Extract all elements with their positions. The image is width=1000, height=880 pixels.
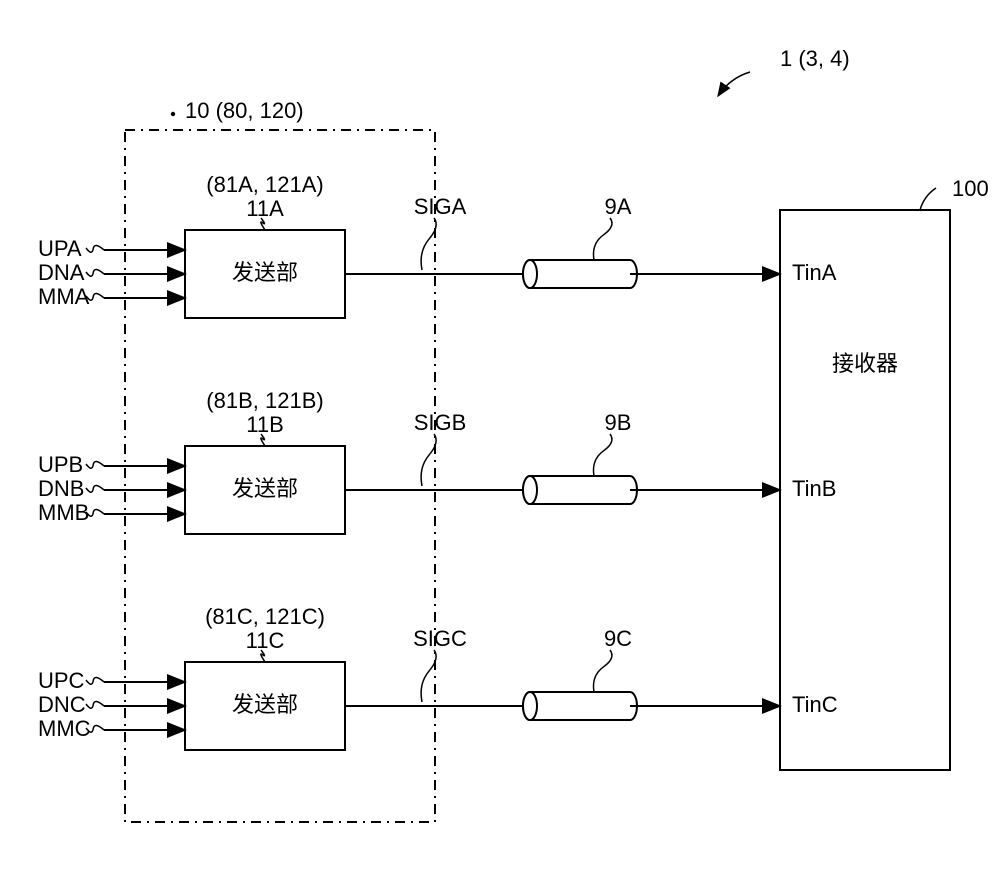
block-diagram: 1 (3, 4) 10 (80, 120) 接收器 100 发送部 (81A, 121A)… [0, 0, 1000, 880]
svg-text:1 (3, 4): 1 (3, 4) [780, 46, 850, 71]
svg-text:(81B, 121B): (81B, 121B) [206, 388, 323, 413]
svg-text:9A: 9A [605, 194, 632, 219]
svg-text:TinA: TinA [792, 260, 837, 285]
svg-text:TinC: TinC [792, 692, 838, 717]
svg-text:9C: 9C [604, 626, 632, 651]
svg-text:SIGC: SIGC [413, 626, 467, 651]
svg-text:DNC: DNC [38, 692, 86, 717]
svg-text:100: 100 [952, 176, 989, 201]
svg-text:UPA: UPA [38, 236, 82, 261]
svg-text:发送部: 发送部 [232, 476, 298, 501]
svg-text:SIGB: SIGB [414, 410, 467, 435]
svg-text:发送部: 发送部 [232, 260, 298, 285]
svg-text:(81A, 121A): (81A, 121A) [206, 172, 323, 197]
svg-text:10 (80, 120): 10 (80, 120) [185, 98, 304, 123]
svg-text:MMC: MMC [38, 716, 91, 741]
svg-text:11A: 11A [246, 196, 284, 221]
svg-text:UPB: UPB [38, 452, 83, 477]
svg-text:MMB: MMB [38, 500, 89, 525]
svg-text:DNA: DNA [38, 260, 85, 285]
svg-text:接收器: 接收器 [832, 351, 898, 376]
svg-text:UPC: UPC [38, 668, 85, 693]
svg-text:(81C, 121C): (81C, 121C) [205, 604, 325, 629]
svg-text:11C: 11C [246, 628, 285, 653]
svg-text:MMA: MMA [38, 284, 90, 309]
svg-text:DNB: DNB [38, 476, 84, 501]
svg-text:9B: 9B [605, 410, 632, 435]
svg-text:SIGA: SIGA [414, 194, 467, 219]
svg-text:11B: 11B [246, 412, 284, 437]
svg-text:TinB: TinB [792, 476, 836, 501]
svg-text:发送部: 发送部 [232, 692, 298, 717]
